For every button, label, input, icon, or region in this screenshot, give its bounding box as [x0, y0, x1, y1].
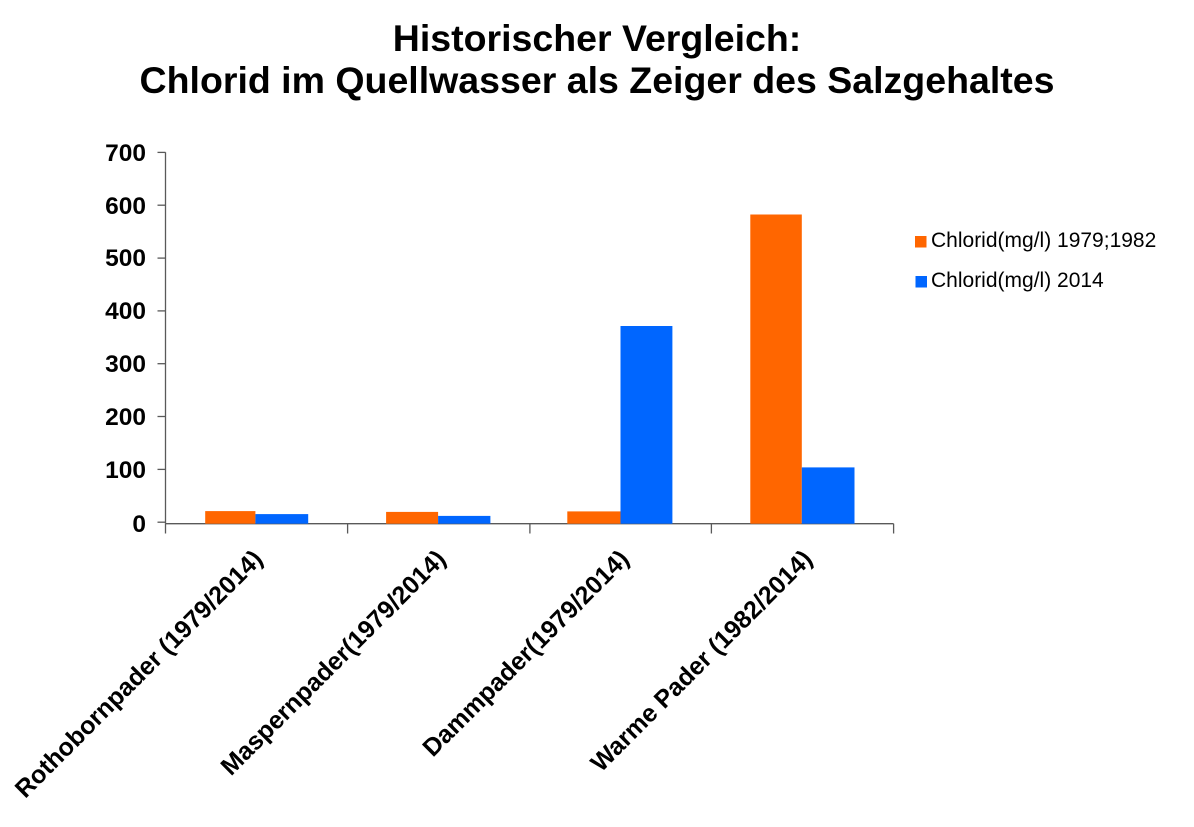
- svg-text:400: 400: [105, 298, 146, 325]
- svg-text:500: 500: [105, 245, 146, 272]
- svg-text:0: 0: [132, 511, 146, 538]
- svg-text:Chlorid(mg/l) 1979;1982: Chlorid(mg/l) 1979;1982: [931, 229, 1156, 252]
- svg-text:Chlorid im Quellwasser als Zei: Chlorid im Quellwasser als Zeiger des Sa…: [140, 59, 1055, 101]
- svg-text:200: 200: [105, 404, 146, 431]
- svg-text:700: 700: [105, 140, 146, 167]
- svg-text:100: 100: [105, 457, 146, 484]
- svg-text:Historischer Vergleich:: Historischer Vergleich:: [393, 17, 802, 59]
- svg-text:600: 600: [105, 193, 146, 220]
- svg-text:300: 300: [105, 351, 146, 378]
- svg-text:Chlorid(mg/l) 2014: Chlorid(mg/l) 2014: [931, 269, 1104, 292]
